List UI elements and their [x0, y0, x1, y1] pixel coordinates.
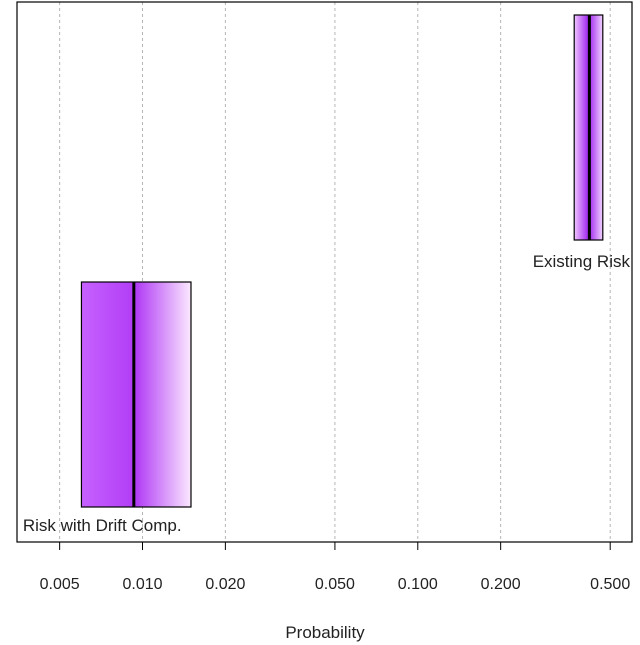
- x-tick-label: 0.500: [590, 576, 630, 593]
- interval-group: Existing Risk Risk with Drift Comp.: [23, 14, 631, 535]
- existing-risk-label: Existing Risk: [533, 252, 631, 271]
- x-tick-label: 0.100: [398, 576, 438, 593]
- x-tick-label: 0.200: [481, 576, 521, 593]
- drift-comp-risk-box: [80, 281, 192, 508]
- x-axis: 0.005 0.010 0.020 0.050 0.100 0.200 0.500: [40, 542, 630, 593]
- x-axis-title: Probability: [285, 623, 365, 642]
- x-tick-label: 0.010: [122, 576, 162, 593]
- x-tick-label: 0.020: [205, 576, 245, 593]
- x-tick-label: 0.050: [315, 576, 355, 593]
- plot-frame: [16, 1, 633, 543]
- drift-comp-risk-label: Risk with Drift Comp.: [23, 516, 182, 535]
- x-tick-label: 0.005: [40, 576, 80, 593]
- grid-lines: [59, 2, 611, 542]
